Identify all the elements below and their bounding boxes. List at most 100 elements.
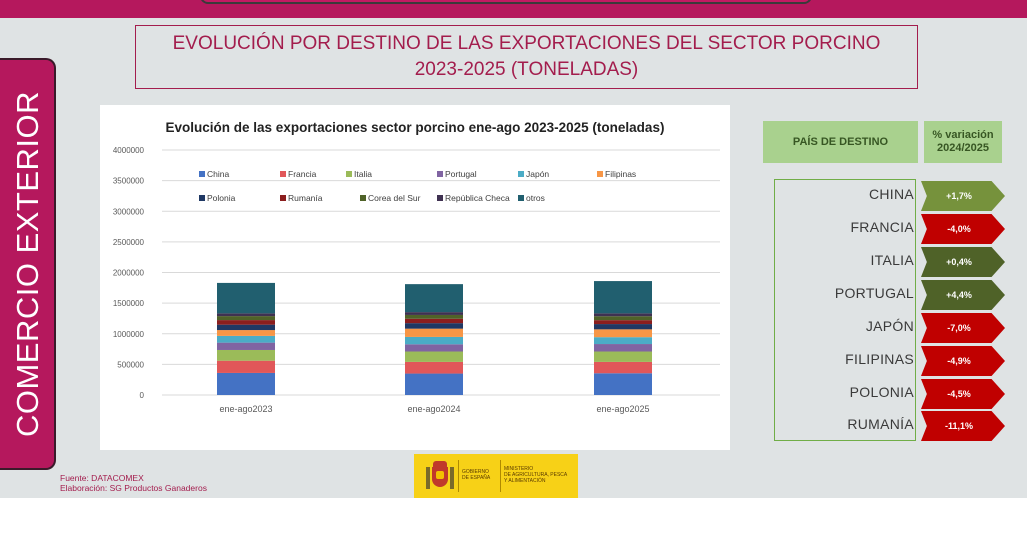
legend-swatch: [346, 171, 352, 177]
legend-swatch: [437, 171, 443, 177]
bar-segment: [405, 336, 463, 345]
country-label: CHINA: [868, 186, 914, 202]
bar-segment: [405, 318, 463, 324]
side-label: COMERCIO EXTERIOR: [10, 90, 45, 438]
variation-badge: +4,4%: [921, 280, 1005, 310]
legend-swatch: [199, 171, 205, 177]
y-tick-label: 1500000: [113, 299, 145, 308]
bar-segment: [217, 324, 275, 331]
logo-ministerio: MINISTERIO DE AGRICULTURA, PESCA Y ALIMENT…: [504, 466, 568, 484]
page-title-line1: EVOLUCIÓN POR DESTINO DE LAS EXPORTACION…: [172, 33, 881, 54]
bar-segment: [217, 372, 275, 395]
y-tick-label: 3500000: [113, 177, 145, 186]
legend-label: Japón: [526, 169, 549, 179]
bar-segment: [594, 344, 652, 352]
legend-label: Corea del Sur: [368, 193, 421, 203]
bar-segment: [217, 330, 275, 336]
legend-label: República Checa: [445, 193, 510, 203]
bar-segment: [405, 312, 463, 315]
legend-label: Italia: [354, 169, 372, 179]
x-tick-label: ene-ago2025: [596, 404, 649, 414]
page-title: EVOLUCIÓN POR DESTINO DE LAS EXPORTACION…: [135, 25, 918, 89]
legend-swatch: [518, 195, 524, 201]
legend-swatch: [597, 171, 603, 177]
legend-label: otros: [526, 193, 545, 203]
legend-label: Portugal: [445, 169, 477, 179]
header-variacion: % variación 2024/2025: [924, 121, 1002, 163]
y-tick-label: 2500000: [113, 238, 145, 247]
header-variacion-line1: % variación: [932, 129, 994, 141]
legend-label: Polonia: [207, 193, 236, 203]
bar-segment: [594, 351, 652, 362]
slide: COMERCIO EXTERIOR EVOLUCIÓN POR DESTINO …: [0, 0, 1027, 498]
bar-segment: [594, 361, 652, 374]
bar-segment: [405, 328, 463, 337]
bar-segment: [405, 344, 463, 352]
y-tick-label: 3000000: [113, 207, 145, 216]
legend-label: Filipinas: [605, 169, 636, 179]
legend-swatch: [280, 195, 286, 201]
top-band: [0, 0, 1027, 18]
bar-segment: [594, 337, 652, 345]
y-tick-label: 2000000: [113, 269, 145, 278]
government-logo: GOBIERNO DE ESPAÑA MINISTERIO DE AGRICULTU…: [414, 454, 578, 498]
variation-badge: -11,1%: [921, 411, 1005, 441]
bar-segment: [594, 324, 652, 330]
country-label: ITALIA: [870, 252, 914, 268]
legend-swatch: [518, 171, 524, 177]
bar-segment: [594, 373, 652, 395]
legend-label: China: [207, 169, 229, 179]
legend-label: Rumanía: [288, 193, 323, 203]
top-band-frame: [200, 0, 812, 4]
chart-title: Evolución de las exportaciones sector po…: [166, 120, 665, 135]
header-destino: PAÍS DE DESTINO: [763, 121, 918, 163]
y-tick-label: 0: [140, 391, 145, 400]
legend-label: Francia: [288, 169, 317, 179]
y-tick-label: 1000000: [113, 330, 145, 339]
x-tick-label: ene-ago2023: [219, 404, 272, 414]
legend-swatch: [360, 195, 366, 201]
bar-segment: [217, 342, 275, 350]
country-label: FILIPINAS: [845, 351, 914, 367]
bar-segment: [405, 323, 463, 329]
bar-segment: [594, 329, 652, 338]
country-label: JAPÓN: [865, 318, 914, 334]
country-list: [774, 179, 916, 441]
country-label: RUMANÍA: [847, 416, 914, 432]
page-title-line2: 2023-2025 (TONELADAS): [414, 59, 639, 80]
bar-segment: [405, 373, 463, 395]
side-tab: [0, 58, 56, 470]
country-label: POLONIA: [849, 384, 914, 400]
legend-swatch: [437, 195, 443, 201]
country-label: PORTUGAL: [834, 285, 914, 301]
y-tick-label: 500000: [117, 360, 144, 369]
bar-segment: [217, 282, 275, 314]
bar-segment: [217, 320, 275, 325]
bar-segment: [594, 313, 652, 317]
bar-segment: [217, 335, 275, 343]
source-note: Fuente: DATACOMEX Elaboración: SG Produc…: [60, 473, 207, 493]
bar-segment: [217, 316, 275, 321]
header-variacion-line2: 2024/2025: [936, 142, 989, 154]
chart-panel: Evolución de las exportaciones sector po…: [100, 105, 730, 450]
bar-segment: [594, 316, 652, 321]
variation-badge: +0,4%: [921, 247, 1005, 277]
variation-badge: +1,7%: [921, 181, 1005, 211]
legend-swatch: [199, 195, 205, 201]
variation-badge: -4,5%: [921, 379, 1005, 409]
country-label: FRANCIA: [850, 219, 914, 235]
logo-gobierno: GOBIERNO DE ESPAÑA: [462, 469, 491, 481]
variation-badge: -4,9%: [921, 346, 1005, 376]
bar-segment: [405, 314, 463, 319]
variation-badge: -4,0%: [921, 214, 1005, 244]
source-line: Fuente: DATACOMEX: [60, 473, 144, 483]
elaboration-line: Elaboración: SG Productos Ganaderos: [60, 483, 207, 493]
bar-segment: [405, 284, 463, 313]
coat-of-arms-icon: [424, 459, 456, 493]
x-tick-label: ene-ago2024: [407, 404, 460, 414]
bar-segment: [217, 349, 275, 361]
bar-segment: [405, 361, 463, 374]
stacked-bar-chart: Evolución de las exportaciones sector po…: [113, 120, 720, 414]
bar-segment: [217, 313, 275, 317]
legend-swatch: [280, 171, 286, 177]
